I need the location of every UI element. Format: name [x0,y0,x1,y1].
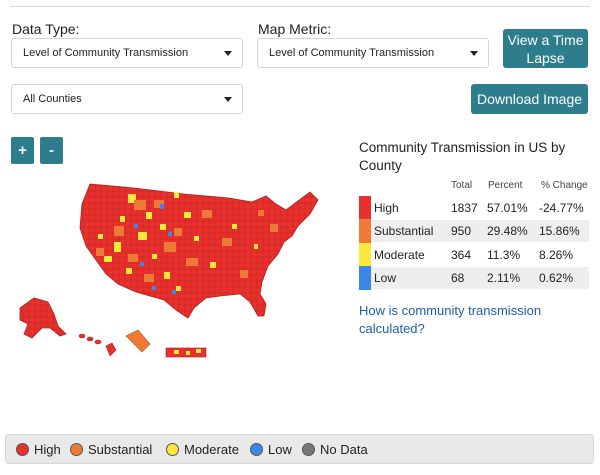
legend-item-high[interactable]: High [16,442,61,457]
substantial-counties [96,200,278,282]
swatch-substantial [359,219,371,243]
row-label: Substantial [374,224,434,238]
download-image-button[interactable]: Download Image [471,84,588,114]
legend-dot-substantial [70,443,83,456]
legend-label: Moderate [184,442,239,457]
row-percent: 57.01% [487,201,528,215]
column-percent: Percent [488,180,523,191]
legend-label: No Data [320,442,368,457]
chevron-down-icon [224,97,232,102]
swatch-low [359,266,371,290]
data-type-label: Data Type: [12,21,80,37]
puerto-rico-moderate-counties [174,349,201,355]
table-row-substantial: Substantial 950 29.48% 15.86% [359,219,589,243]
time-lapse-button[interactable]: View a Time Lapse [503,29,588,68]
chevron-down-icon [470,51,478,56]
column-change: % Change [541,180,588,191]
table-row-high: High 1837 57.01% -24.77% [359,196,589,220]
row-percent: 2.11% [487,271,521,285]
zoom-out-button[interactable]: - [40,137,63,164]
column-total: Total [451,180,473,191]
zoom-in-button[interactable]: + [11,137,34,164]
row-total: 364 [451,248,472,262]
panel-title: Community Transmission in US by County [359,140,566,173]
swatch-high [359,196,371,220]
county-value: All Counties [23,93,82,105]
swatch-moderate [359,243,371,267]
row-total: 1837 [451,201,478,215]
transmission-info-link[interactable]: How is community transmission calculated… [359,303,542,336]
map-metric-value: Level of Community Transmission [269,47,435,59]
us-county-map[interactable] [14,170,344,370]
row-change: 8.26% [539,248,574,262]
row-percent: 29.48% [487,224,528,238]
legend-dot-low [250,443,263,456]
row-change: 0.62% [539,271,574,285]
data-type-value: Level of Community Transmission [23,47,189,59]
map-metric-select[interactable]: Level of Community Transmission [257,38,489,68]
row-change: 15.86% [539,224,580,238]
alaska-shape [19,297,67,339]
hawaii-shape [78,333,117,357]
legend-dot-no-data [302,443,315,456]
table-row-low: Low 68 2.11% 0.62% [359,266,589,290]
map-metric-label: Map Metric: [258,21,332,37]
legend-label: High [34,442,61,457]
chevron-down-icon [224,51,232,56]
table-row-moderate: Moderate 364 11.3% 8.26% [359,243,589,267]
legend-item-low[interactable]: Low [250,442,292,457]
row-label: High [374,201,399,215]
row-percent: 11.3% [487,248,521,262]
county-select[interactable]: All Counties [11,84,243,114]
top-divider [10,6,590,7]
low-counties [134,204,176,294]
map-legend: High Substantial Moderate Low No Data [5,434,594,464]
row-label: Low [374,271,397,285]
row-total: 950 [451,224,472,238]
legend-item-moderate[interactable]: Moderate [166,442,239,457]
territory-shape [125,329,151,353]
row-change: -24.77% [539,201,584,215]
row-total: 68 [451,271,465,285]
moderate-counties [98,192,258,291]
legend-dot-moderate [166,443,179,456]
legend-label: Substantial [88,442,153,457]
map-svg [19,183,319,358]
row-label: Moderate [374,248,425,262]
time-lapse-label-line1: View a Time [507,32,584,48]
legend-item-substantial[interactable]: Substantial [70,442,152,457]
legend-item-no-data[interactable]: No Data [302,442,368,457]
legend-dot-high [16,443,29,456]
time-lapse-label-line2: Lapse [526,50,565,66]
data-type-select[interactable]: Level of Community Transmission [11,38,243,68]
legend-label: Low [268,442,292,457]
contiguous-us-shape [79,183,319,319]
